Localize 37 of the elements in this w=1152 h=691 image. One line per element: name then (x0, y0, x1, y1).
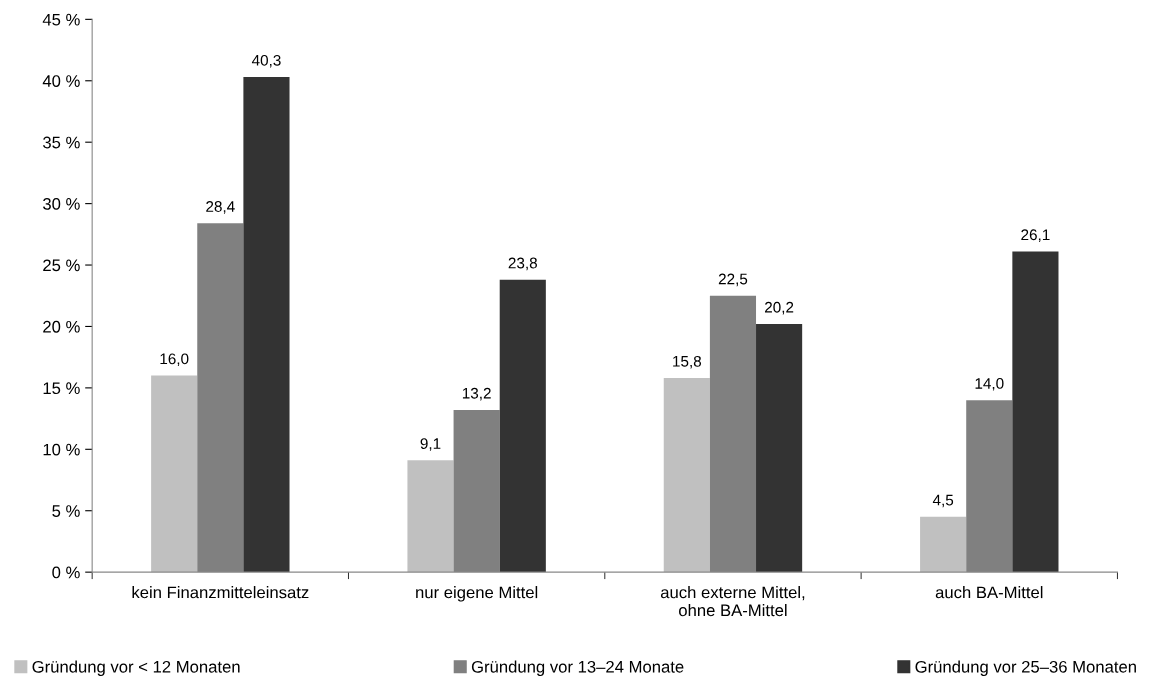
x-tick-label: auch BA-Mittel (935, 586, 1043, 599)
bar (1012, 251, 1059, 573)
legend-label: Gründung vor 25–36 Monaten (915, 660, 1136, 676)
data-label: 13,2 (462, 387, 491, 401)
x-tick-label: kein Finanzmitteleinsatz (132, 586, 309, 599)
y-tick-label: 30 % (43, 198, 80, 210)
data-label: 16,0 (160, 353, 189, 367)
data-label: 20,2 (765, 301, 794, 315)
y-tick-label: 25 % (43, 259, 80, 272)
y-tick-label: 5 % (52, 505, 80, 517)
y-tick-label: 0 % (52, 566, 80, 579)
bar (756, 324, 803, 573)
data-label: 40,3 (251, 54, 281, 68)
data-label: 4,5 (932, 494, 954, 508)
y-tick-label: 40 % (42, 75, 80, 87)
data-label: 22,5 (718, 273, 748, 287)
data-label: 28,4 (206, 201, 235, 214)
data-label: 23,8 (508, 257, 537, 271)
bar (243, 77, 290, 573)
legend-label: Gründung vor < 12 Monaten (32, 660, 240, 676)
data-label: 15,8 (673, 355, 702, 369)
bar (407, 460, 454, 573)
y-tick-label: 15 % (43, 382, 80, 395)
y-tick-label: 35 % (43, 136, 80, 149)
y-tick-label: 45 % (42, 13, 80, 26)
data-label: 26,1 (1021, 229, 1050, 242)
y-tick-label: 10 % (43, 443, 80, 456)
bar (151, 375, 198, 573)
bar (663, 378, 710, 573)
bar (499, 279, 546, 573)
data-label: 9,1 (420, 438, 441, 451)
x-tick-label: nur eigene Mittel (416, 586, 538, 602)
y-tick-label: 20 % (43, 320, 80, 333)
bar (920, 516, 967, 573)
data-label: 14,0 (975, 377, 1004, 391)
x-tick-label: auch externe Mittel, ohne BA-Mittel (660, 586, 805, 617)
legend-label: Gründung vor 13–24 Monate (471, 660, 684, 676)
